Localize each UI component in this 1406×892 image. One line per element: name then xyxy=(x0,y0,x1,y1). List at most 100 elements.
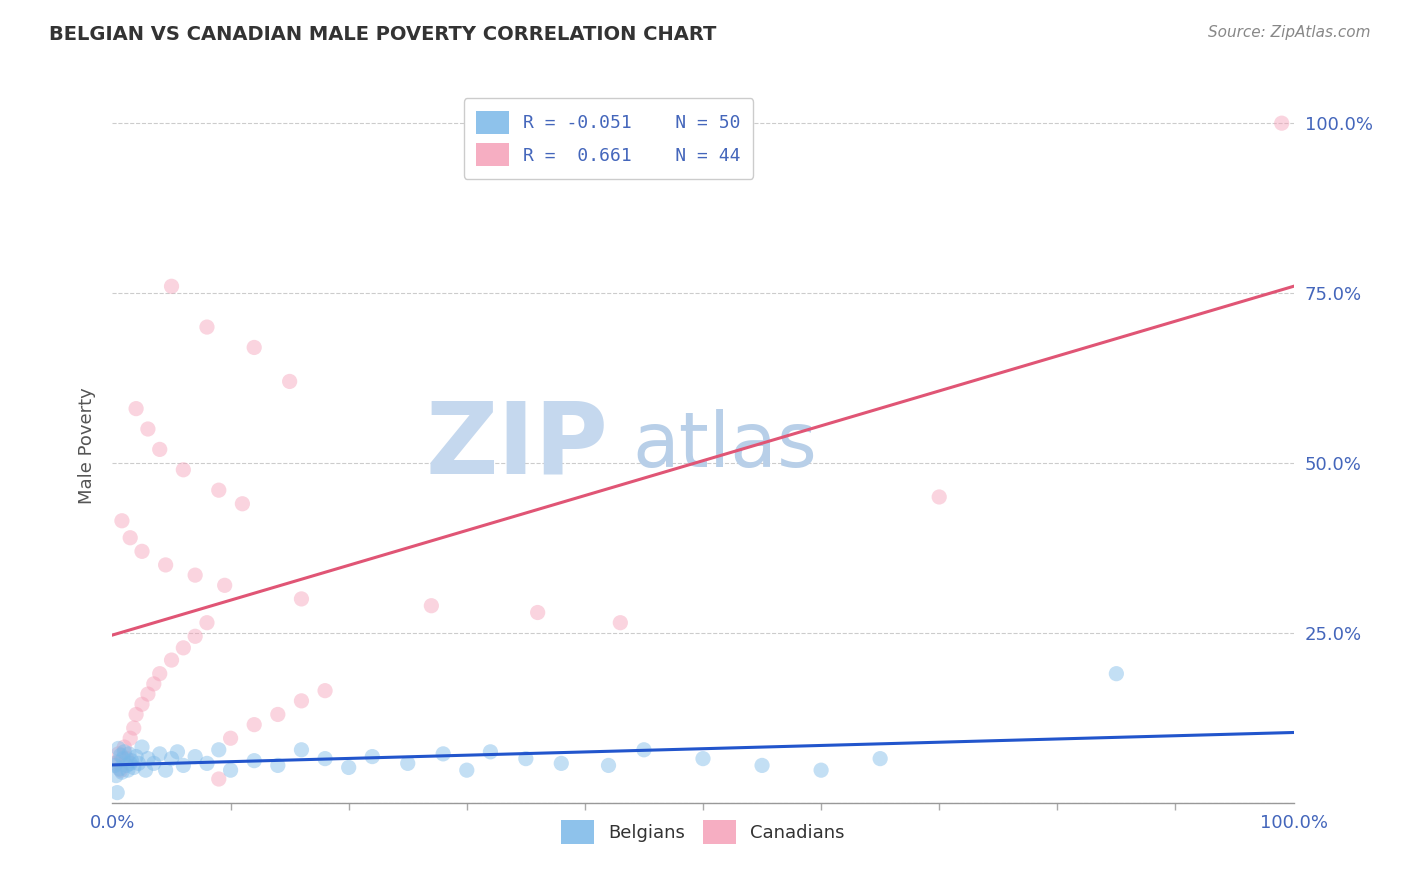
Point xyxy=(869,751,891,765)
Point xyxy=(184,629,207,643)
Point xyxy=(136,751,159,765)
Point xyxy=(195,320,218,334)
Point xyxy=(112,745,135,759)
Point xyxy=(110,748,132,763)
Point xyxy=(692,751,714,765)
Point xyxy=(125,401,148,416)
Point xyxy=(120,754,142,768)
Point xyxy=(184,749,207,764)
Point xyxy=(208,772,231,786)
Y-axis label: Male Poverty: Male Poverty xyxy=(77,388,96,504)
Point xyxy=(550,756,572,771)
Point xyxy=(105,769,128,783)
Point xyxy=(243,717,266,731)
Point xyxy=(219,763,242,777)
Point xyxy=(810,763,832,777)
Point xyxy=(135,763,157,777)
Point xyxy=(105,786,128,800)
Point xyxy=(278,375,301,389)
Point xyxy=(155,763,177,777)
Point xyxy=(117,763,139,777)
Point xyxy=(172,640,194,655)
Point xyxy=(219,731,242,746)
Point xyxy=(172,463,194,477)
Point xyxy=(928,490,950,504)
Point xyxy=(131,740,153,755)
Point xyxy=(125,749,148,764)
Point xyxy=(111,514,134,528)
Point xyxy=(160,751,183,765)
Point xyxy=(111,765,134,780)
Point xyxy=(214,578,236,592)
Point xyxy=(142,677,165,691)
Point xyxy=(136,687,159,701)
Point xyxy=(160,279,183,293)
Point xyxy=(290,743,312,757)
Point xyxy=(1271,116,1294,130)
Point xyxy=(115,751,138,765)
Point xyxy=(314,683,336,698)
Text: atlas: atlas xyxy=(633,409,817,483)
Point xyxy=(120,531,142,545)
Point xyxy=(290,694,312,708)
Point xyxy=(267,707,290,722)
Point xyxy=(290,591,312,606)
Point xyxy=(267,758,290,772)
Point xyxy=(184,568,207,582)
Point xyxy=(131,698,153,712)
Point xyxy=(231,497,253,511)
Point xyxy=(361,749,384,764)
Point xyxy=(208,743,231,757)
Point xyxy=(120,756,142,771)
Point xyxy=(479,745,502,759)
Point xyxy=(1105,666,1128,681)
Point xyxy=(104,758,127,772)
Point xyxy=(314,751,336,765)
Point xyxy=(420,599,443,613)
Point xyxy=(115,758,138,772)
Legend: Belgians, Canadians: Belgians, Canadians xyxy=(554,814,852,851)
Point xyxy=(142,756,165,771)
Point xyxy=(122,721,145,735)
Point xyxy=(598,758,620,772)
Point xyxy=(149,666,172,681)
Text: ZIP: ZIP xyxy=(426,398,609,494)
Point xyxy=(515,751,537,765)
Point xyxy=(108,762,131,776)
Point xyxy=(160,653,183,667)
Point xyxy=(456,763,478,777)
Point xyxy=(127,756,149,771)
Point xyxy=(155,558,177,572)
Text: Source: ZipAtlas.com: Source: ZipAtlas.com xyxy=(1208,25,1371,40)
Point xyxy=(432,747,454,761)
Point xyxy=(243,341,266,355)
Point xyxy=(107,747,129,761)
Point xyxy=(105,755,128,769)
Point xyxy=(172,758,194,772)
Point xyxy=(112,740,135,755)
Point xyxy=(120,731,142,746)
Point xyxy=(118,747,141,761)
Point xyxy=(136,422,159,436)
Point xyxy=(149,442,172,457)
Point xyxy=(112,751,135,765)
Point xyxy=(243,754,266,768)
Point xyxy=(396,756,419,771)
Point xyxy=(166,745,188,759)
Point xyxy=(208,483,231,498)
Point xyxy=(609,615,631,630)
Point xyxy=(107,741,129,756)
Point xyxy=(751,758,773,772)
Point xyxy=(337,760,360,774)
Point xyxy=(122,760,145,774)
Point xyxy=(526,606,548,620)
Point xyxy=(131,544,153,558)
Point xyxy=(633,743,655,757)
Point xyxy=(110,763,132,777)
Text: BELGIAN VS CANADIAN MALE POVERTY CORRELATION CHART: BELGIAN VS CANADIAN MALE POVERTY CORRELA… xyxy=(49,25,717,44)
Point xyxy=(149,747,172,761)
Point xyxy=(195,615,218,630)
Point xyxy=(105,756,128,771)
Point xyxy=(195,756,218,771)
Point xyxy=(125,707,148,722)
